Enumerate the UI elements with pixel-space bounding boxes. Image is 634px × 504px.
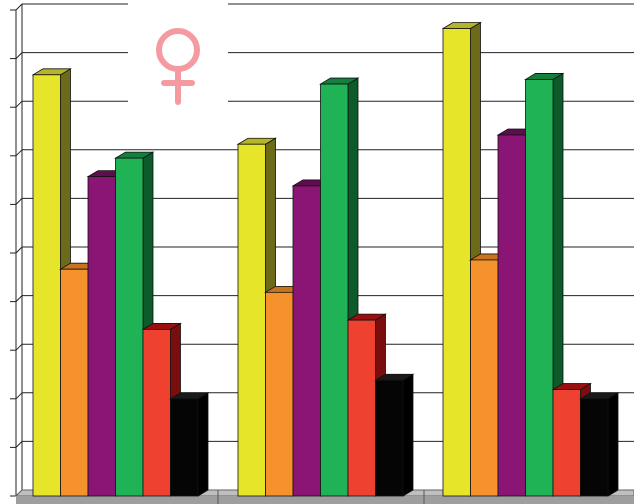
- bar-front: [470, 259, 499, 497]
- bar-front: [60, 268, 89, 497]
- bar: [169, 392, 210, 497]
- bar-front: [580, 398, 609, 497]
- gridline-depth: [15, 52, 23, 59]
- bar-front: [552, 389, 581, 497]
- bar-side: [607, 392, 619, 497]
- gridline-depth: [15, 441, 23, 448]
- bar-front: [292, 185, 321, 497]
- gridline-depth: [15, 295, 23, 302]
- bar-front: [442, 28, 471, 497]
- bar-front: [265, 291, 294, 497]
- bar-front: [115, 157, 144, 497]
- bar-front: [237, 143, 266, 497]
- floor-front: [16, 496, 634, 504]
- bar-front: [87, 176, 116, 497]
- bar: [374, 373, 415, 497]
- chart-bars: [31, 21, 620, 497]
- gridline-depth: [15, 3, 23, 11]
- gridline-depth: [15, 343, 23, 351]
- bar-front: [497, 134, 526, 497]
- bar: [579, 392, 620, 497]
- bar-front: [320, 83, 349, 497]
- bar-front: [32, 74, 61, 497]
- gridline-depth: [15, 100, 23, 108]
- female-symbol-annotation: [128, 0, 228, 108]
- bar-front: [375, 379, 404, 497]
- bar-front: [170, 398, 199, 497]
- bar-front: [525, 79, 554, 497]
- gridline-depth: [15, 198, 23, 205]
- gridline-depth: [15, 149, 23, 157]
- bar-side: [197, 392, 209, 497]
- bar-front: [142, 328, 171, 497]
- bar-side: [402, 373, 414, 497]
- gridline-depth: [15, 392, 23, 400]
- bar-front: [347, 319, 376, 497]
- gridline-depth: [15, 246, 23, 254]
